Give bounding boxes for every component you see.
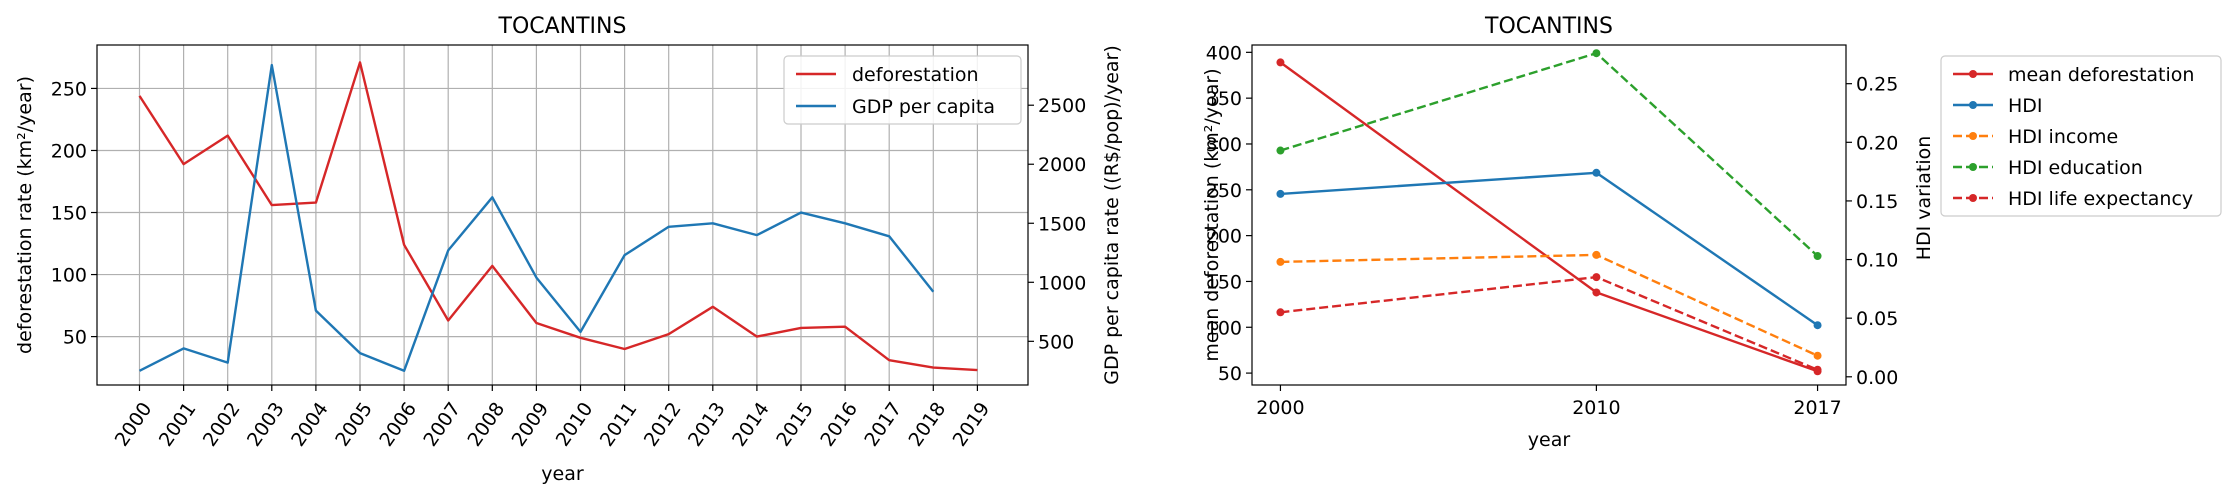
x-tick-label: 2000 <box>111 398 157 450</box>
legend-label: HDI education <box>2008 157 2143 179</box>
x-tick-label: 2002 <box>199 398 245 450</box>
series-line-mean-deforestation <box>1279 61 1819 373</box>
data-point-hdi <box>1276 189 1285 198</box>
legend-label: GDP per capita <box>852 96 995 118</box>
legend-box <box>783 55 1022 125</box>
data-point-hdi-life-expectancy <box>1276 308 1285 317</box>
y-tick-label: 150 <box>1206 271 1242 293</box>
legend-label: HDI income <box>2008 126 2118 148</box>
data-point-hdi-life-expectancy <box>1813 365 1822 374</box>
x-tick-label: 2008 <box>463 398 509 450</box>
x-tick-label: 2017 <box>1793 397 1841 419</box>
data-point-hdi-income <box>1276 257 1285 266</box>
legend-marker <box>1969 101 1977 109</box>
x-tick-label: 2010 <box>1572 397 1620 419</box>
y-axis-right-label: GDP per capita rate ((R$/pop)/year) <box>1101 45 1123 385</box>
x-tick-label: 2017 <box>860 398 906 450</box>
y-tick-label: 150 <box>51 203 87 225</box>
x-tick-label: 2014 <box>728 398 774 450</box>
data-point-hdi <box>1592 168 1601 177</box>
y-right-tick-label: 0.05 <box>1856 308 1898 330</box>
y-right-tick-label: 0.25 <box>1856 74 1898 96</box>
y-right-tick-label: 0.20 <box>1856 132 1898 154</box>
x-tick-label: 2016 <box>816 398 862 450</box>
chart-title: TOCANTINS <box>498 14 627 39</box>
y-tick-label: 50 <box>1218 363 1242 385</box>
x-tick-label: 2018 <box>904 398 950 450</box>
x-axis-label: year <box>541 463 584 485</box>
y-tick-label: 250 <box>51 78 87 100</box>
legend-label: HDI life expectancy <box>2008 188 2193 210</box>
y-tick-label: 200 <box>1206 226 1242 248</box>
data-point-mean-deforestation <box>1276 58 1285 67</box>
plot-frame <box>1251 44 1847 386</box>
x-tick-label: 2007 <box>419 398 465 450</box>
data-point-hdi-education <box>1592 49 1601 58</box>
y-right-tick-label: 2000 <box>1038 154 1086 176</box>
legend-label: mean deforestation <box>2008 64 2194 86</box>
legend-marker <box>1969 194 1977 202</box>
x-tick-label: 2010 <box>552 398 598 450</box>
x-tick-label: 2019 <box>949 398 995 450</box>
y-tick-label: 350 <box>1206 88 1242 110</box>
y-axis-label: deforestation rate (km²/year) <box>14 76 36 354</box>
x-tick-label: 2011 <box>596 398 642 450</box>
series-line-deforestation <box>138 61 978 372</box>
series-line-hdi-life-expectancy <box>1280 275 1819 371</box>
y-right-tick-label: 1500 <box>1038 213 1086 235</box>
data-point-hdi-income <box>1592 250 1601 259</box>
x-tick-label: 2000 <box>1256 397 1304 419</box>
legend-label: deforestation <box>852 64 979 86</box>
y-tick-label: 100 <box>51 265 87 287</box>
data-point-hdi-education <box>1813 252 1822 261</box>
y-axis-label: mean deforestation (km²/year) <box>1201 68 1223 361</box>
y-tick-label: 250 <box>1206 180 1242 202</box>
legend-label: HDI <box>2008 95 2043 117</box>
x-axis-label: year <box>1528 429 1571 451</box>
chart-title: TOCANTINS <box>1484 14 1613 39</box>
y-tick-label: 100 <box>1206 317 1242 339</box>
data-point-mean-deforestation <box>1592 288 1601 297</box>
x-tick-label: 2003 <box>243 398 289 450</box>
y-tick-label: 300 <box>1206 134 1242 156</box>
y-tick-label: 400 <box>1206 42 1242 64</box>
legend-marker <box>1969 132 1977 140</box>
series-line-hdi-education <box>1280 52 1819 257</box>
y-right-tick-label: 0.10 <box>1856 250 1898 272</box>
y-right-tick-label: 500 <box>1038 331 1074 353</box>
x-tick-label: 2013 <box>684 398 730 450</box>
data-point-hdi-education <box>1276 146 1285 155</box>
x-tick-label: 2009 <box>508 398 554 450</box>
y-right-tick-label: 2500 <box>1038 95 1086 117</box>
data-point-hdi-income <box>1813 351 1822 360</box>
x-tick-label: 2012 <box>640 398 686 450</box>
y-tick-label: 50 <box>63 327 87 349</box>
data-point-hdi <box>1813 321 1822 330</box>
x-tick-label: 2004 <box>287 398 333 450</box>
x-tick-label: 2005 <box>331 398 377 450</box>
y-right-tick-label: 0.15 <box>1856 191 1898 213</box>
x-tick-label: 2001 <box>155 398 201 450</box>
legend-marker <box>1969 163 1977 171</box>
x-tick-label: 2015 <box>772 398 818 450</box>
data-point-hdi-life-expectancy <box>1592 273 1601 282</box>
legend-box <box>1940 55 2222 217</box>
x-tick-label: 2006 <box>375 398 421 450</box>
y-tick-label: 200 <box>51 140 87 162</box>
y-right-tick-label: 1000 <box>1038 272 1086 294</box>
y-axis-right-label: HDI variation <box>1913 136 1935 261</box>
y-right-tick-label: 0.00 <box>1856 367 1898 389</box>
series-line-gdp-per-capita <box>138 63 935 372</box>
legend-marker <box>1969 70 1977 78</box>
plot-frame <box>96 44 1029 386</box>
